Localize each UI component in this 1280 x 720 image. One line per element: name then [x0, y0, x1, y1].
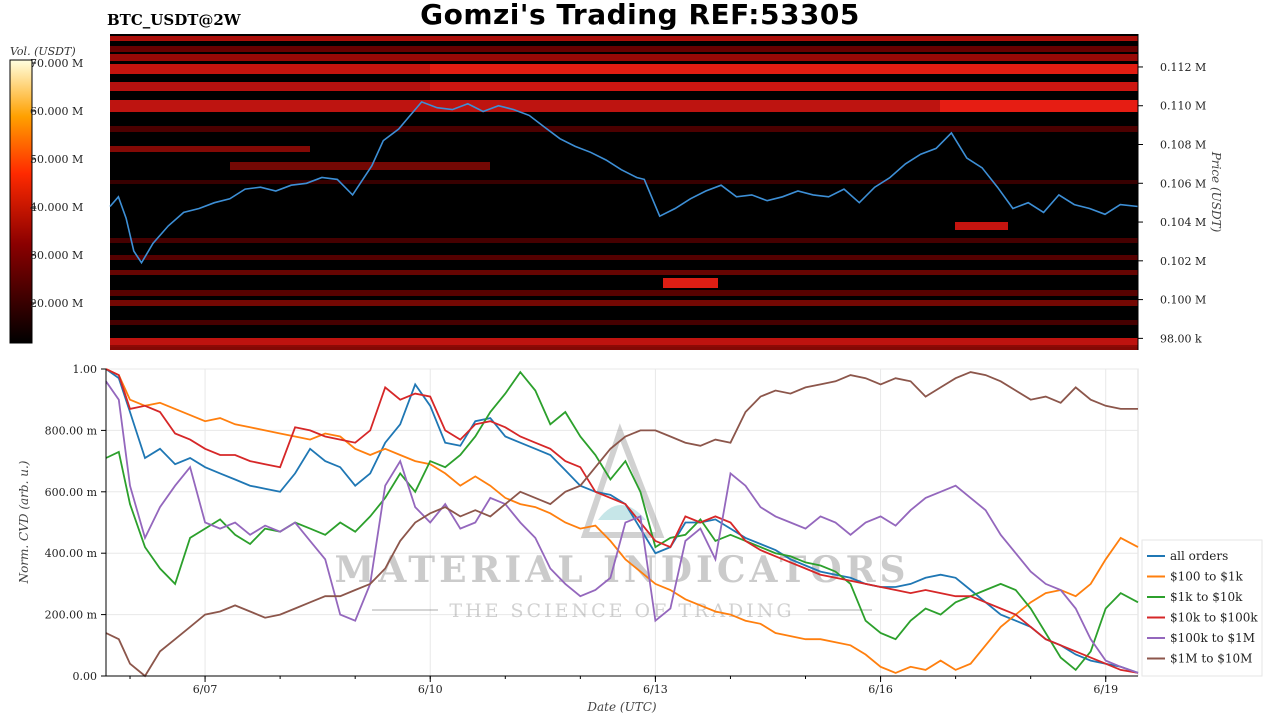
cvd-x-tick-label: 6/10: [418, 683, 443, 696]
price-axis-ticks: 0.112 M 0.110 M 0.108 M 0.106 M 0.104 M 0.102…: [1138, 61, 1206, 345]
heatmap-band: [110, 146, 310, 152]
legend-label: $1k to $10k: [1170, 590, 1243, 604]
cvd-x-tick-label: 6/07: [193, 683, 218, 696]
heatmap-band: [110, 238, 1138, 243]
cvd-y-ticks: 1.00 800.00 m 600.00 m 400.00 m 200.00 m 0.00: [45, 363, 107, 683]
cvd-y-tick-label: 400.00 m: [45, 547, 98, 560]
watermark-subtitle: THE SCIENCE OF TRADING: [449, 600, 794, 622]
cvd-lines: [105, 368, 1139, 678]
heatmap-band: [940, 100, 1138, 112]
watermark-logo-accent: [598, 505, 646, 520]
price-tick-label: 0.106 M: [1160, 177, 1206, 190]
heatmap-band: [110, 345, 1138, 350]
heatmap-band: [110, 338, 1138, 347]
colorbar-tick-label: 30.000 M: [30, 249, 83, 262]
cvd-series-line: [105, 368, 1139, 674]
heatmap-band: [110, 300, 1138, 306]
heatmap-band: [110, 320, 1138, 325]
heatmap-band: [110, 54, 1138, 61]
symbol-label: BTC_USDT@2W: [107, 11, 241, 29]
heatmap-band: [110, 180, 1138, 184]
page-title: Gomzi's Trading REF:53305: [420, 0, 860, 31]
colorbar-tick-label: 20.000 M: [30, 297, 83, 310]
legend-label: $1M to $10M: [1170, 652, 1252, 666]
colorbar-tick-label: 70.000 M: [30, 57, 83, 70]
legend: [1141, 539, 1263, 677]
legend-label: $100k to $1M: [1170, 631, 1255, 645]
cvd-y-tick-label: 1.00: [73, 363, 98, 376]
cvd-series-line: [105, 368, 1139, 674]
legend-items: all orders $100 to $1k $1k to $10k $10k to …: [1147, 549, 1258, 666]
cvd-x-tick-label: 6/13: [643, 683, 668, 696]
colorbar-tick-label: 60.000 M: [30, 105, 83, 118]
cvd-series-line: [105, 371, 1138, 678]
heatmap-band: [110, 255, 1138, 260]
cvd-series-line: [105, 370, 1139, 672]
heatmap-band: [430, 64, 1138, 74]
cvd-y-tick-label: 600.00 m: [45, 486, 98, 499]
legend-label: $100 to $1k: [1170, 570, 1243, 584]
cvd-y-tick-label: 200.00 m: [45, 609, 98, 622]
cvd-y-axis-label: Norm. CVD (arb. u.): [17, 460, 31, 584]
price-tick-label: 0.110 M: [1160, 100, 1206, 113]
colorbar-label: Vol. (USDT): [10, 45, 76, 58]
cvd-y-tick-label: 0.00: [73, 670, 98, 683]
cvd-x-tick-label: 6/19: [1093, 683, 1118, 696]
heatmap-bands: [110, 36, 1138, 350]
colorbar-ticks: 70.000 M 60.000 M 50.000 M 40.000 M 30.000 M…: [30, 57, 83, 310]
legend-label: $10k to $100k: [1170, 611, 1258, 625]
price-line: [109, 100, 1139, 265]
heatmap-band: [663, 278, 718, 288]
heatmap-band: [955, 222, 1008, 230]
cvd-x-ticks: 6/07 6/10 6/13 6/16 6/19: [106, 675, 1138, 696]
price-tick-label: 0.100 M: [1160, 294, 1206, 307]
cvd-plot-area: [105, 368, 1139, 677]
price-tick-label: 0.108 M: [1160, 139, 1206, 152]
price-axis-label: Price (USDT): [1209, 151, 1223, 233]
price-line-group: [109, 100, 1139, 265]
price-tick-label: 98.00 k: [1160, 332, 1202, 345]
heatmap-band: [110, 126, 1138, 132]
legend-label: all orders: [1170, 549, 1228, 563]
heatmap-band: [110, 36, 1138, 41]
heatmap-band: [110, 290, 1138, 296]
colorbar: [9, 59, 33, 344]
colorbar-tick-label: 40.000 M: [30, 201, 83, 214]
heatmap-band: [110, 100, 1138, 112]
price-tick-label: 0.104 M: [1160, 216, 1206, 229]
heatmap-band: [430, 82, 1138, 91]
price-tick-label: 0.112 M: [1160, 61, 1206, 74]
cvd-series-line: [105, 380, 1139, 674]
cvd-y-tick-label: 800.00 m: [45, 424, 98, 437]
heatmap-band: [230, 162, 490, 170]
colorbar-tick-label: 50.000 M: [30, 153, 83, 166]
heatmap-band: [110, 270, 1138, 275]
price-tick-label: 0.102 M: [1160, 255, 1206, 268]
cvd-x-axis-label: Date (UTC): [586, 700, 656, 714]
cvd-x-tick-label: 6/16: [868, 683, 893, 696]
heatmap-band: [110, 46, 1138, 52]
